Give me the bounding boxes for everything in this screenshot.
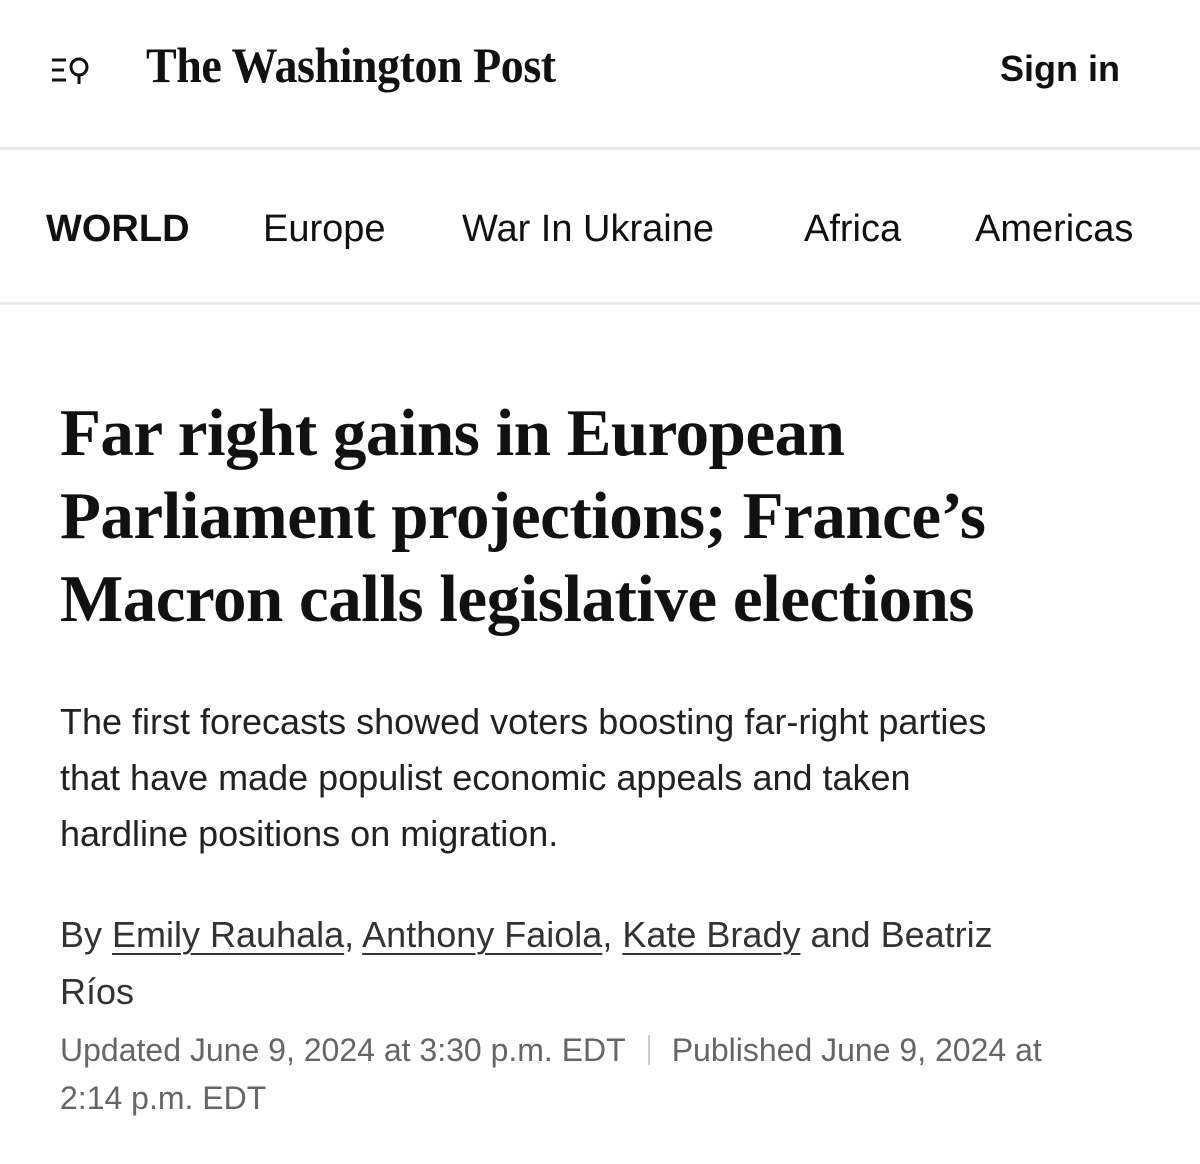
timestamps: Updated June 9, 2024 at 3:30 p.m. EDT Pub… [60, 1026, 1100, 1122]
menu-search-icon[interactable] [50, 54, 96, 94]
dek-line: The first forecasts showed voters boosti… [60, 701, 987, 742]
divider [647, 1035, 650, 1065]
author-link[interactable]: Emily Rauhala [112, 914, 345, 955]
header: The Washington Post Sign in [0, 0, 1200, 150]
updated-time: Updated June 9, 2024 at 3:30 p.m. EDT [60, 1032, 626, 1068]
headline-line: Far right gains in European [60, 396, 845, 470]
dek: The first forecasts showed voters boosti… [60, 694, 986, 862]
nav-item[interactable]: Americas [975, 208, 1134, 250]
author-name: Beatriz Ríos [60, 914, 993, 1012]
nav-item[interactable]: Africa [804, 208, 902, 250]
author-link[interactable]: Kate Brady [622, 914, 801, 955]
byline: By Emily Rauhala, Anthony Faiola, Kate B… [60, 906, 1020, 1020]
conjunction: and [810, 914, 871, 955]
nav-item[interactable]: WORLD [46, 208, 190, 250]
sign-in[interactable]: Sign in [1000, 48, 1120, 89]
separator: , [602, 914, 613, 955]
section-nav: WORLD Europe War In Ukraine Africa Ameri… [0, 150, 1200, 305]
author-link[interactable]: Anthony Faiola [362, 914, 603, 955]
dek-line: hardline positions on migration. [60, 813, 559, 854]
nav-item[interactable]: War In Ukraine [462, 208, 714, 250]
headline-line: Macron calls legislative elections [60, 562, 974, 636]
headline-line: Parliament projections; France’s [60, 479, 986, 553]
headline: Far right gains in European Parliament p… [60, 392, 986, 641]
byline-prefix: By [60, 914, 103, 955]
nav-item[interactable]: Europe [263, 208, 386, 250]
logo[interactable]: The Washington Post [146, 37, 556, 93]
dek-line: that have made populist economic appeals… [60, 757, 911, 798]
published-time: Published June 9, 2024 at 2:14 p.m. EDT [60, 1032, 1042, 1116]
separator: , [344, 914, 355, 955]
